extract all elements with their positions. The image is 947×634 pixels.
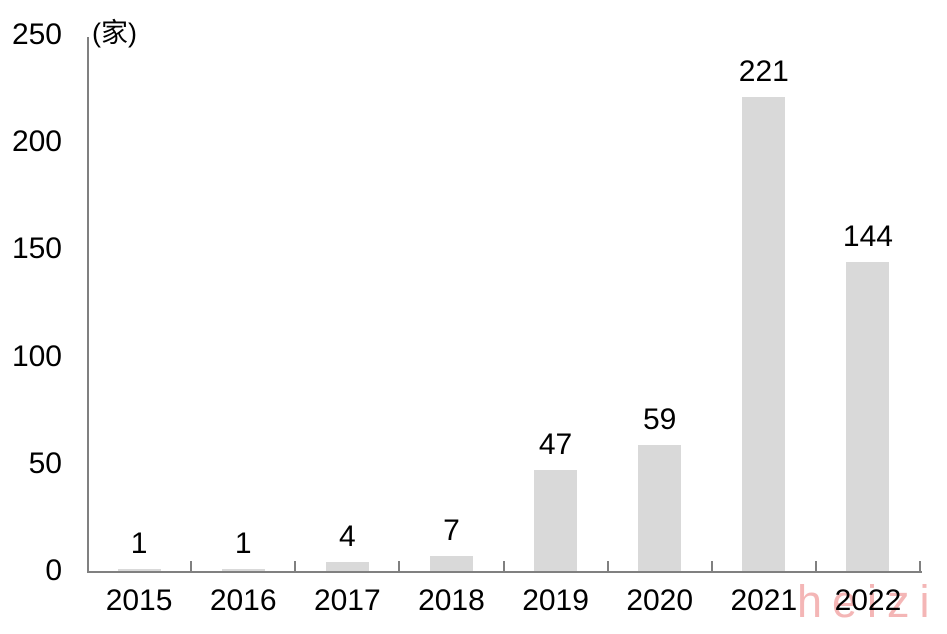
y-axis-tick-label: 250	[11, 18, 62, 51]
x-axis-tick	[814, 561, 817, 571]
x-axis-tick	[606, 561, 609, 571]
y-axis-tick-label: 50	[28, 446, 62, 480]
x-axis-tick	[919, 561, 921, 571]
y-axis-unit-label: (家)	[92, 18, 137, 48]
x-axis-tick	[190, 561, 193, 571]
x-axis-line	[87, 571, 922, 573]
x-axis-category-label: 2022	[834, 584, 902, 617]
x-axis-tick	[502, 561, 505, 571]
bar-2022	[846, 262, 890, 571]
bar-value-label: 1	[130, 527, 148, 560]
y-axis-line	[87, 37, 89, 573]
x-axis-tick	[398, 561, 401, 571]
bar-value-label: 7	[443, 514, 460, 547]
x-axis-category-label: 2015	[105, 584, 173, 617]
y-axis-tick-label: 0	[45, 554, 62, 587]
bar-value-label: 221	[738, 55, 789, 88]
bar-value-label: 59	[643, 403, 677, 436]
x-axis-category-label: 2019	[522, 584, 589, 617]
x-axis-category-label: 2020	[626, 584, 694, 617]
x-axis-category-label: 2021	[730, 584, 798, 617]
bar-2020	[638, 445, 682, 571]
x-axis-tick	[710, 561, 713, 571]
x-axis-category-label: 2016	[209, 584, 277, 617]
bar-value-label: 47	[538, 428, 573, 461]
watermark-text: heizi	[797, 576, 940, 627]
y-axis-tick-label: 150	[11, 232, 62, 266]
bar-2017	[325, 562, 369, 571]
y-axis-tick-label: 100	[11, 339, 62, 373]
x-axis-category-label: 2018	[418, 584, 485, 617]
x-axis-tick	[294, 561, 297, 571]
bar-2015	[117, 569, 161, 571]
bar-2021	[742, 97, 786, 571]
bar-value-label: 144	[842, 220, 893, 253]
x-axis-category-label: 2017	[313, 584, 381, 617]
bar-value-label: 1	[234, 527, 252, 560]
bar-2016	[221, 569, 265, 571]
bar-value-label: 4	[338, 520, 356, 553]
bar-2018	[429, 556, 473, 571]
bar-2019	[534, 470, 578, 571]
y-axis-tick-label: 200	[11, 125, 62, 159]
